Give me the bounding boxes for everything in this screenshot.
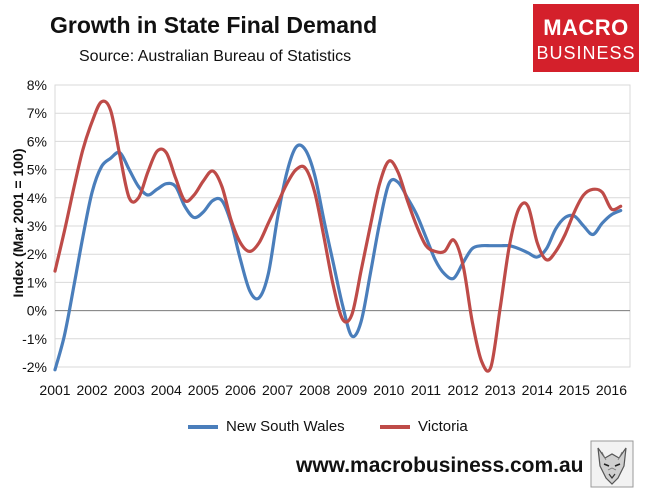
y-tick-label: -2%: [22, 359, 47, 375]
x-tick-label: 2015: [559, 382, 590, 398]
x-tick-label: 2005: [188, 382, 219, 398]
y-tick-label: 7%: [27, 105, 47, 121]
y-axis-ticks: -2% -1% 0% 1% 2% 3% 4% 5% 6% 7% 8%: [22, 77, 47, 375]
x-tick-label: 2008: [299, 382, 330, 398]
x-tick-label: 2016: [596, 382, 627, 398]
y-tick-label: 6%: [27, 133, 47, 149]
x-tick-label: 2011: [411, 382, 441, 398]
y-tick-label: 0%: [27, 303, 47, 319]
x-tick-label: 2003: [114, 382, 145, 398]
y-axis-label: Index (Mar 2001 = 100): [10, 148, 26, 298]
y-tick-label: 3%: [27, 218, 47, 234]
logo-line-1: MACRO: [543, 15, 629, 40]
series-line-nsw: [53, 143, 623, 372]
legend-item-vic: Victoria: [380, 418, 468, 435]
series-group: [53, 99, 623, 373]
macrobusiness-logo: MACRO BUSINESS: [533, 4, 639, 72]
x-tick-label: 2013: [485, 382, 516, 398]
logo-line-2: BUSINESS: [536, 43, 636, 63]
y-tick-label: 8%: [27, 77, 47, 93]
vic-swatch: [380, 424, 410, 429]
y-tick-label: 2%: [27, 246, 47, 262]
x-tick-label: 2004: [151, 382, 182, 398]
x-tick-label: 2009: [336, 382, 367, 398]
legend-label-nsw: New South Wales: [226, 418, 345, 435]
x-tick-label: 2010: [373, 382, 404, 398]
y-tick-label: 4%: [27, 190, 47, 206]
x-tick-label: 2006: [225, 382, 256, 398]
x-tick-label: 2012: [447, 382, 478, 398]
chart-subtitle: Source: Australian Bureau of Statistics: [79, 48, 352, 65]
y-tick-label: 5%: [27, 162, 47, 178]
x-axis-ticks: 2001 2002 2003 2004 2005 2006 2007 2008 2009 2010…: [39, 382, 627, 398]
y-tick-label: 1%: [27, 274, 47, 290]
grid-lines: [55, 84, 630, 368]
wolf-icon: [590, 440, 634, 488]
chart-title: Growth in State Final Demand: [50, 12, 378, 38]
series-line-vic: [53, 99, 623, 373]
nsw-swatch: [188, 424, 218, 429]
x-tick-label: 2007: [262, 382, 293, 398]
x-tick-label: 2002: [77, 382, 108, 398]
website-url: www.macrobusiness.com.au: [296, 454, 584, 477]
y-tick-label: -1%: [22, 331, 47, 347]
x-tick-label: 2014: [522, 382, 553, 398]
x-tick-label: 2001: [39, 382, 70, 398]
legend-item-nsw: New South Wales: [188, 418, 345, 435]
legend-label-vic: Victoria: [418, 418, 468, 435]
